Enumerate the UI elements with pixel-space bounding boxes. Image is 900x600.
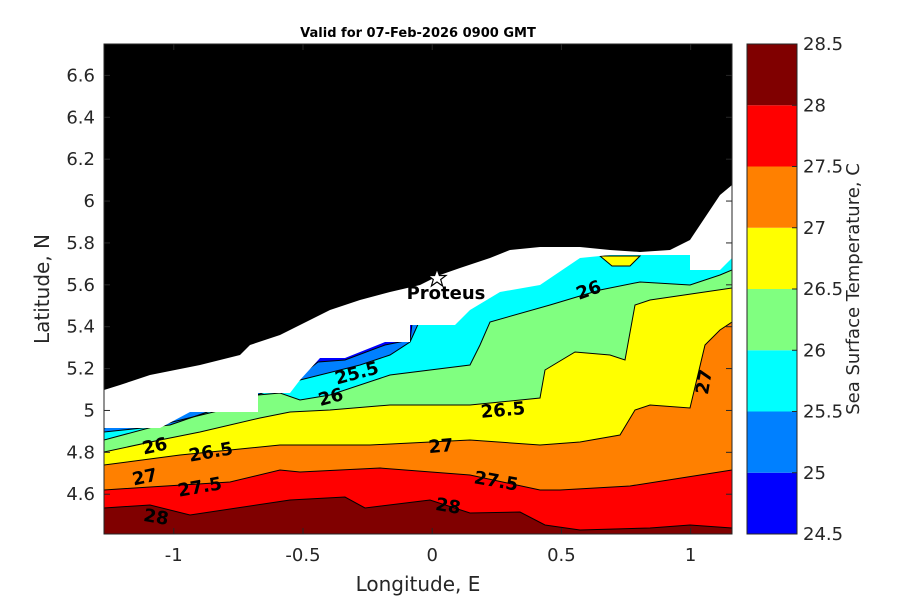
colorbar-band [747, 289, 797, 351]
colorbar-tick-label: 28.5 [803, 34, 843, 55]
colorbar-label: Sea Surface Temperature, C [843, 163, 864, 415]
x-tick-label: -0.5 [285, 545, 320, 566]
colorbar-band [747, 44, 797, 106]
colorbar-tick-label: 28 [803, 95, 826, 116]
x-tick-label: 0.5 [547, 545, 576, 566]
star-icon [426, 267, 448, 288]
x-tick-label: -1 [165, 545, 183, 566]
station-marker: Proteus [407, 267, 486, 304]
plot-area [104, 44, 732, 534]
colorbar-tick-label: 25 [803, 463, 826, 484]
colorbar-tick-label: 24.5 [803, 524, 843, 545]
contour-line-27.5 [104, 467, 732, 491]
contour-line-27 [104, 321, 732, 466]
x-axis: -1 -0.5 0 0.5 1 [165, 44, 696, 566]
y-axis: 4.6 4.8 5 5.2 5.4 5.6 5.8 6 6.2 6.4 6.6 [66, 65, 732, 505]
x-tick-label: 1 [685, 545, 696, 566]
station-label: Proteus [407, 283, 486, 304]
y-tick-label: 6.4 [66, 107, 95, 128]
plot-frame [103, 43, 733, 535]
band-pocket-26.5 [598, 255, 642, 267]
colorbar-band [747, 411, 797, 473]
contour-label: 28 [142, 505, 170, 530]
y-tick-label: 4.6 [66, 484, 95, 505]
colorbar-band [747, 227, 797, 289]
contour-label: 28 [434, 494, 462, 519]
contour-label: 26 [140, 434, 169, 460]
colorbar-band [747, 105, 797, 167]
y-tick-label: 5.4 [66, 317, 95, 338]
contour-label: 27 [692, 368, 717, 396]
y-tick-label: 5.6 [66, 275, 95, 296]
contour-label: 27 [130, 465, 159, 491]
contour-label: 26.5 [480, 398, 526, 423]
contour-line-26.5 [104, 287, 732, 453]
y-tick-label: 5 [84, 400, 95, 421]
y-tick-label: 4.8 [66, 442, 95, 463]
colorbar-tick-label: 27 [803, 218, 826, 239]
colorbar-band [747, 166, 797, 228]
colorbar-tick-label: 27.5 [803, 157, 843, 178]
x-axis-label: Longitude, E [356, 572, 481, 596]
colorbar-band [747, 472, 797, 534]
y-tick-label: 5.8 [66, 233, 95, 254]
chart-title: Valid for 07-Feb-2026 0900 GMT [300, 26, 536, 41]
land [104, 44, 732, 390]
colorbar-tick-label: 26.5 [803, 279, 843, 300]
y-tick-label: 6.2 [66, 149, 95, 170]
colorbar-tick-label: 26 [803, 340, 826, 361]
x-tick-label: 0 [426, 545, 437, 566]
y-tick-label: 6 [84, 191, 95, 212]
colorbar-tick-label: 25.5 [803, 402, 843, 423]
contour-line-28 [104, 496, 732, 531]
contour-label: 27 [428, 435, 455, 458]
y-axis-label: Latitude, N [30, 234, 54, 344]
y-tick-label: 5.2 [66, 359, 95, 380]
y-tick-label: 6.6 [66, 65, 95, 86]
colorbar: 24.5 25 25.5 26 26.5 27 27.5 28 28.5 [746, 34, 843, 545]
colorbar-band [747, 350, 797, 412]
